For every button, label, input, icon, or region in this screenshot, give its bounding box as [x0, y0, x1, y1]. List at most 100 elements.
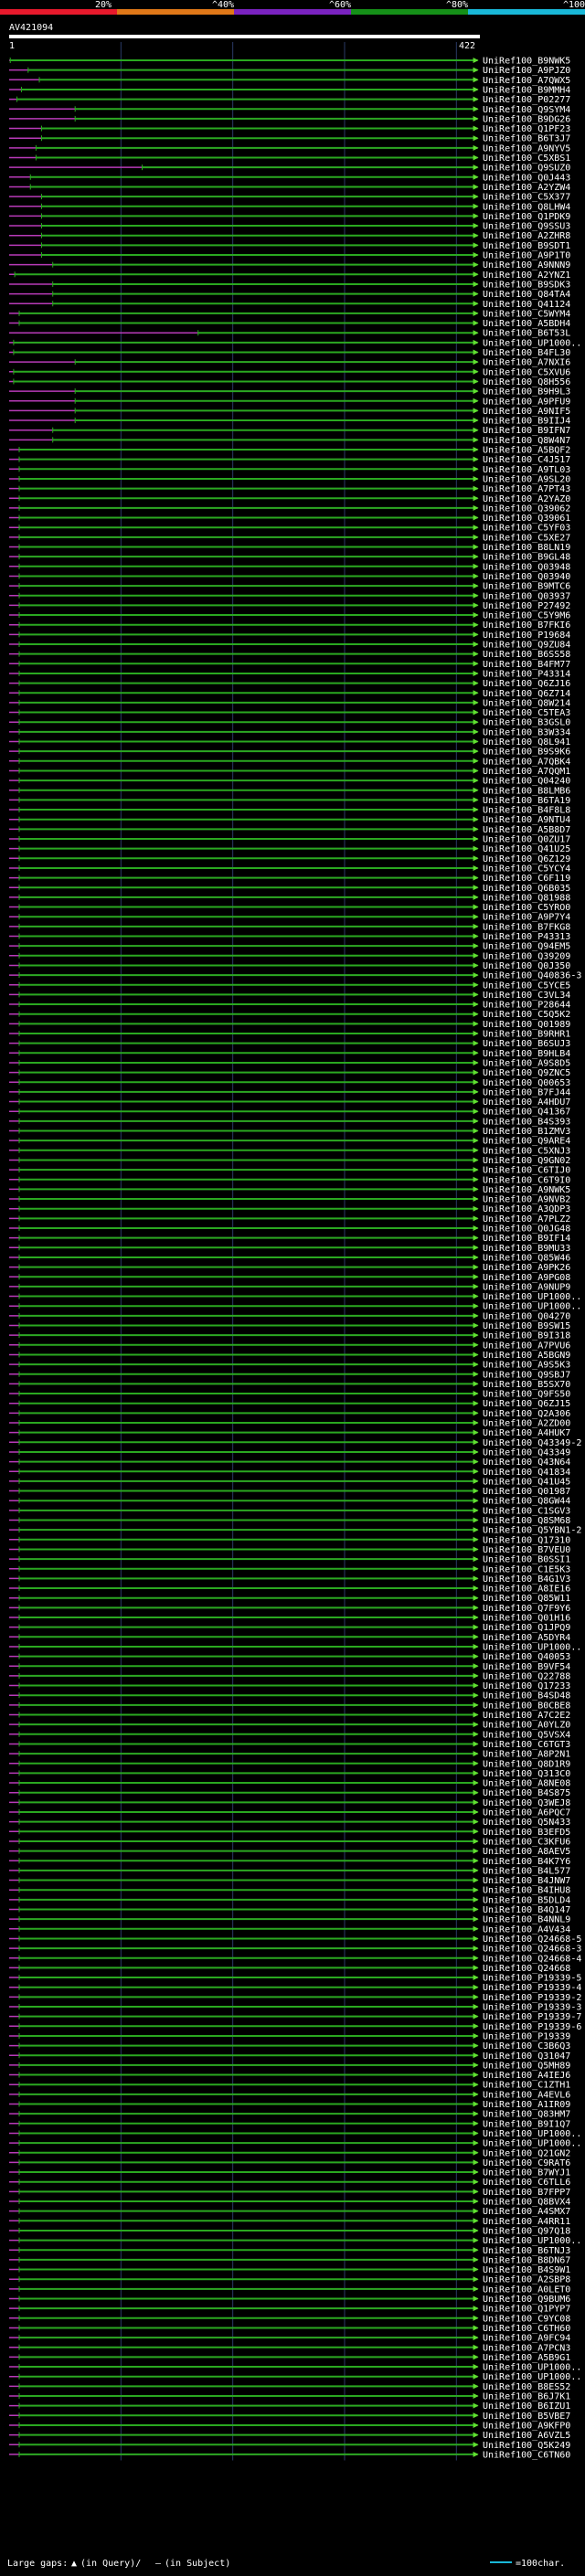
hit-row[interactable]: UniRef100_B7FPP7	[9, 2188, 570, 2198]
hit-name[interactable]: UniRef100_P19339-6	[483, 2022, 581, 2032]
hit-name[interactable]: UniRef100_Q8BVX4	[483, 2198, 570, 2208]
hit-name[interactable]: UniRef100_B9I318	[483, 1331, 570, 1341]
hit-name[interactable]: UniRef100_C6TN60	[483, 2450, 570, 2460]
hit-name[interactable]: UniRef100_Q85W11	[483, 1594, 570, 1604]
hit-row[interactable]: UniRef100_B5SX70	[9, 1380, 570, 1390]
hit-name[interactable]: UniRef100_B4IHU8	[483, 1886, 570, 1896]
hit-row[interactable]: UniRef100_A2ZD00	[9, 1419, 570, 1429]
hit-row[interactable]: UniRef100_A8P2N1	[9, 1750, 570, 1760]
hit-name[interactable]: UniRef100_Q00653	[483, 1078, 570, 1088]
hit-row[interactable]: UniRef100_A5B9G1	[9, 2353, 570, 2363]
hit-row[interactable]: UniRef100_Q313C0	[9, 1769, 570, 1779]
hit-row[interactable]: UniRef100_B8LN19	[9, 543, 570, 553]
hit-row[interactable]: UniRef100_Q85W46	[9, 1253, 570, 1263]
hit-row[interactable]: UniRef100_A7NXI6	[9, 358, 570, 368]
hit-name[interactable]: UniRef100_C5Y9M6	[483, 611, 570, 621]
hit-row[interactable]: UniRef100_B4SD48	[9, 1691, 570, 1701]
hit-name[interactable]: UniRef100_B8ES52	[483, 2382, 570, 2392]
hit-row[interactable]: UniRef100_B6IZU1	[9, 2401, 570, 2412]
hit-row[interactable]: UniRef100_B3GSL0	[9, 718, 570, 728]
hit-name[interactable]: UniRef100_B4G1V3	[483, 1574, 570, 1585]
hit-row[interactable]: UniRef100_B4FM77	[9, 660, 570, 670]
hit-row[interactable]: UniRef100_A6VZL5	[9, 2431, 570, 2441]
hit-row[interactable]: UniRef100_P19339-2	[9, 1993, 581, 2003]
hit-row[interactable]: UniRef100_A7PT43	[9, 484, 570, 494]
hit-row[interactable]: UniRef100_C5XBS1	[9, 154, 570, 164]
hit-name[interactable]: UniRef100_P19339	[483, 2031, 570, 2041]
hit-name[interactable]: UniRef100_A9NNN9	[483, 260, 570, 270]
hit-row[interactable]: UniRef100_Q5K249	[9, 2441, 570, 2451]
hit-row[interactable]: UniRef100_B9IFN7	[9, 426, 570, 436]
hit-row[interactable]: UniRef100_A7QWX5	[9, 76, 570, 86]
hit-row[interactable]: UniRef100_C6TGT3	[9, 1740, 570, 1750]
hit-name[interactable]: UniRef100_Q85W46	[483, 1253, 570, 1263]
hit-name[interactable]: UniRef100_A4HUK7	[483, 1428, 570, 1438]
hit-name[interactable]: UniRef100_B9MMH4	[483, 85, 570, 95]
hit-row[interactable]: UniRef100_C3VL34	[9, 991, 570, 1001]
hit-name[interactable]: UniRef100_A9S5K3	[483, 1361, 570, 1371]
hit-row[interactable]: UniRef100_Q0ZU17	[9, 835, 570, 845]
hit-row[interactable]: UniRef100_UP1000..	[9, 1642, 581, 1652]
hit-row[interactable]: UniRef100_C3KFU6	[9, 1837, 570, 1847]
hit-row[interactable]: UniRef100_Q21GN2	[9, 2148, 570, 2158]
hit-row[interactable]: UniRef100_Q3WEJ8	[9, 1798, 570, 1808]
hit-row[interactable]: UniRef100_B4JNW7	[9, 1876, 570, 1886]
hit-name[interactable]: UniRef100_B3EFD5	[483, 1828, 570, 1838]
hit-row[interactable]: UniRef100_B4G1V3	[9, 1574, 570, 1585]
hit-row[interactable]: UniRef100_B4Q147	[9, 1905, 570, 1915]
hit-row[interactable]: UniRef100_B3W334	[9, 727, 570, 737]
hit-row[interactable]: UniRef100_B9SDK3	[9, 280, 570, 290]
hit-row[interactable]: UniRef100_B4L577	[9, 1866, 570, 1876]
hit-row[interactable]: UniRef100_Q9BUM6	[9, 2295, 570, 2305]
hit-row[interactable]: UniRef100_A7PLZ2	[9, 1214, 570, 1224]
hit-row[interactable]: UniRef100_C5YF03	[9, 524, 570, 534]
hit-row[interactable]: UniRef100_B7WYJ1	[9, 2168, 570, 2178]
hit-name[interactable]: UniRef100_B9HLB4	[483, 1049, 570, 1059]
hit-row[interactable]: UniRef100_Q17233	[9, 1681, 570, 1691]
hit-name[interactable]: UniRef100_Q7F9Y6	[483, 1604, 570, 1614]
hit-name[interactable]: UniRef100_Q40053	[483, 1652, 570, 1662]
hit-name[interactable]: UniRef100_B7FPP7	[483, 2188, 570, 2198]
hit-row[interactable]: UniRef100_B4K7Y6	[9, 1857, 570, 1867]
hit-name[interactable]: UniRef100_Q43N64	[483, 1458, 570, 1468]
hit-row[interactable]: UniRef100_Q6Z714	[9, 689, 570, 699]
hit-row[interactable]: UniRef100_A4HDU7	[9, 1097, 570, 1108]
hit-row[interactable]: UniRef100_A7PVU6	[9, 1341, 570, 1351]
hit-name[interactable]: UniRef100_Q9SYM4	[483, 105, 570, 115]
hit-row[interactable]: UniRef100_Q83HM7	[9, 2110, 570, 2120]
hit-name[interactable]: UniRef100_P19339-2	[483, 1993, 581, 2003]
hit-row[interactable]: UniRef100_Q39209	[9, 951, 570, 961]
hit-name[interactable]: UniRef100_Q04270	[483, 1311, 570, 1321]
hit-row[interactable]: UniRef100_C9YC08	[9, 2314, 570, 2324]
hit-name[interactable]: UniRef100_Q1PYP7	[483, 2305, 570, 2315]
hit-row[interactable]: UniRef100_UP1000..	[9, 2139, 581, 2149]
hit-row[interactable]: UniRef100_A5BDH4	[9, 319, 570, 329]
hit-name[interactable]: UniRef100_B7FKI6	[483, 620, 570, 631]
hit-name[interactable]: UniRef100_Q04240	[483, 777, 570, 787]
hit-row[interactable]: UniRef100_A3QDP3	[9, 1204, 570, 1214]
hit-name[interactable]: UniRef100_A9NYV5	[483, 143, 570, 154]
hit-name[interactable]: UniRef100_B4NNL9	[483, 1915, 570, 1925]
hit-name[interactable]: UniRef100_Q8SM68	[483, 1516, 570, 1526]
hit-name[interactable]: UniRef100_UP1000..	[483, 2139, 581, 2149]
hit-row[interactable]: UniRef100_A4V434	[9, 1924, 570, 1935]
hit-name[interactable]: UniRef100_Q9BUM6	[483, 2295, 570, 2305]
hit-row[interactable]: UniRef100_A9SL20	[9, 474, 570, 484]
hit-name[interactable]: UniRef100_A5BGN9	[483, 1351, 570, 1361]
hit-name[interactable]: UniRef100_Q6Z714	[483, 689, 570, 699]
hit-row[interactable]: UniRef100_A2YZW4	[9, 183, 570, 193]
hit-row[interactable]: UniRef100_P19339-4	[9, 1983, 581, 1993]
hit-row[interactable]: UniRef100_Q0J350	[9, 961, 570, 971]
hit-row[interactable]: UniRef100_B4S875	[9, 1788, 570, 1798]
hit-row[interactable]: UniRef100_C5X377	[9, 193, 570, 203]
hit-row[interactable]: UniRef100_A4EVL6	[9, 2090, 570, 2100]
hit-name[interactable]: UniRef100_C1E5K3	[483, 1564, 570, 1574]
hit-name[interactable]: UniRef100_A5BQF2	[483, 446, 570, 456]
hit-name[interactable]: UniRef100_Q5MH89	[483, 2061, 570, 2071]
hit-row[interactable]: UniRef100_A5B8D7	[9, 825, 570, 835]
hit-row[interactable]: UniRef100_Q9FS50	[9, 1390, 570, 1400]
hit-row[interactable]: UniRef100_A8AEV5	[9, 1847, 570, 1857]
hit-name[interactable]: UniRef100_Q2A306	[483, 1409, 570, 1419]
hit-name[interactable]: UniRef100_Q31047	[483, 2051, 570, 2062]
hit-row[interactable]: UniRef100_A2YNZ1	[9, 270, 570, 281]
